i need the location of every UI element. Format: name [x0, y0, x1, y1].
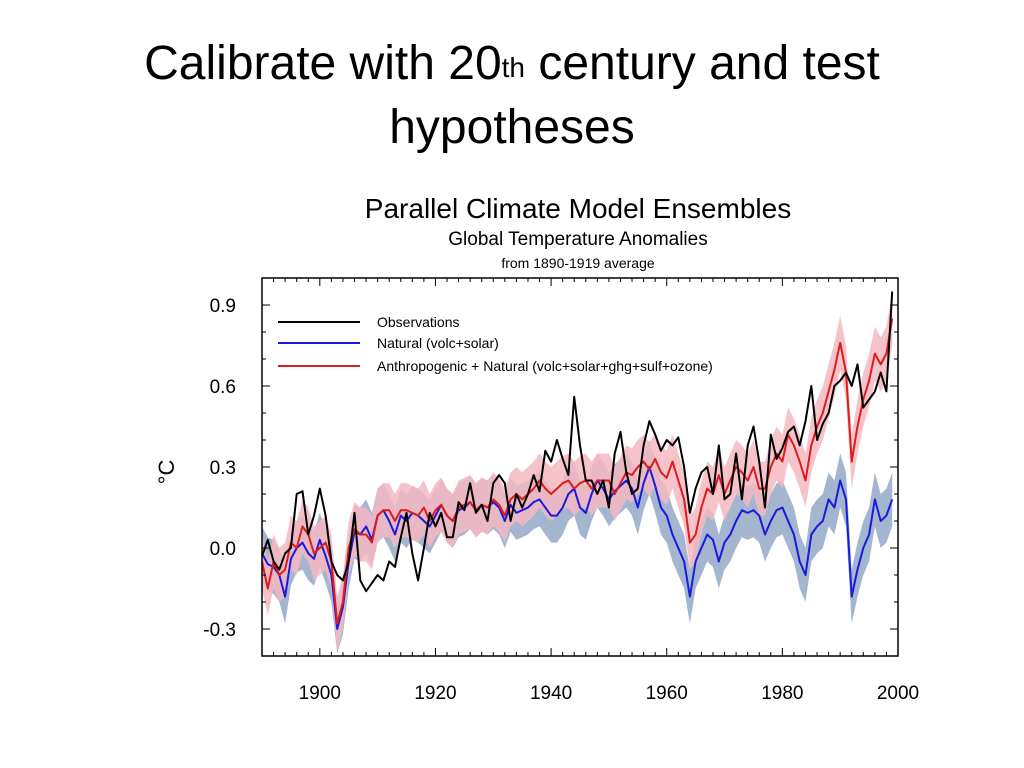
line-observations — [261, 291, 894, 593]
line-natural — [261, 466, 894, 630]
chart-title: Parallel Climate Model Ensembles — [365, 193, 791, 224]
slide-title-superscript: th — [501, 52, 525, 83]
uncertainty-bands — [262, 291, 893, 654]
slide-title-line2: hypotheses — [389, 101, 635, 154]
legend: Observations Natural (volc+solar) Anthropo… — [278, 314, 713, 374]
x-tick-label: 1940 — [530, 683, 572, 704]
y-tick-label: 0.3 — [210, 458, 236, 479]
slide-title: Calibrate with 20th century and test hyp… — [0, 32, 1024, 160]
y-tick-label: 0.9 — [210, 296, 236, 317]
x-tick-label: 1980 — [761, 683, 803, 704]
slide-title-part2: century and test — [525, 37, 880, 90]
y-axis-label: °C — [154, 460, 179, 485]
legend-label-anthropogenic-natural: Anthropogenic + Natural (volc+solar+ghg+… — [377, 358, 713, 374]
y-tick-label: -0.3 — [203, 620, 236, 641]
y-tick-label: 0.0 — [210, 539, 236, 560]
legend-label-observations: Observations — [377, 314, 459, 330]
x-tick-label: 1900 — [299, 683, 341, 704]
legend-label-natural: Natural (volc+solar) — [377, 335, 499, 351]
chart-subsubtitle: from 1890-1919 average — [501, 255, 655, 271]
band-anthropogenic-natural — [262, 291, 893, 651]
slide-title-part1: Calibrate with 20 — [144, 37, 502, 90]
x-tick-label: 2000 — [877, 683, 919, 704]
x-tick-label: 1920 — [414, 683, 456, 704]
y-tick-label: 0.6 — [210, 377, 236, 398]
chart-subtitle: Global Temperature Anomalies — [448, 229, 707, 250]
series-lines — [261, 291, 894, 630]
slide-title-line1: Calibrate with 20th century and test — [0, 32, 1024, 96]
line-anthropogenic-natural — [261, 318, 894, 625]
plot-axes: 1900 1920 1940 1960 1980 2000 -0.3 0.0 0.3 0.6 0.9 — [203, 277, 919, 704]
x-tick-label: 1960 — [646, 683, 688, 704]
